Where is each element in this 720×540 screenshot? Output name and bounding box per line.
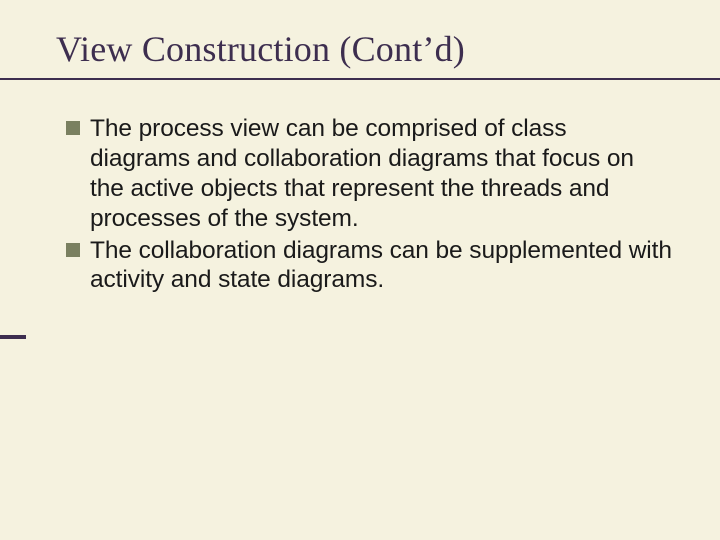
square-bullet-icon [66,243,80,257]
slide-title: View Construction (Cont’d) [56,28,672,70]
slide: View Construction (Cont’d) The process v… [0,0,720,540]
bullet-item: The process view can be comprised of cla… [66,114,672,234]
bullet-item: The collaboration diagrams can be supple… [66,236,672,296]
left-accent-bar [0,335,26,339]
bullet-text: The collaboration diagrams can be supple… [90,236,672,296]
square-bullet-icon [66,121,80,135]
title-underline [0,78,720,80]
bullet-text: The process view can be comprised of cla… [90,114,672,234]
slide-content: The process view can be comprised of cla… [56,114,672,295]
